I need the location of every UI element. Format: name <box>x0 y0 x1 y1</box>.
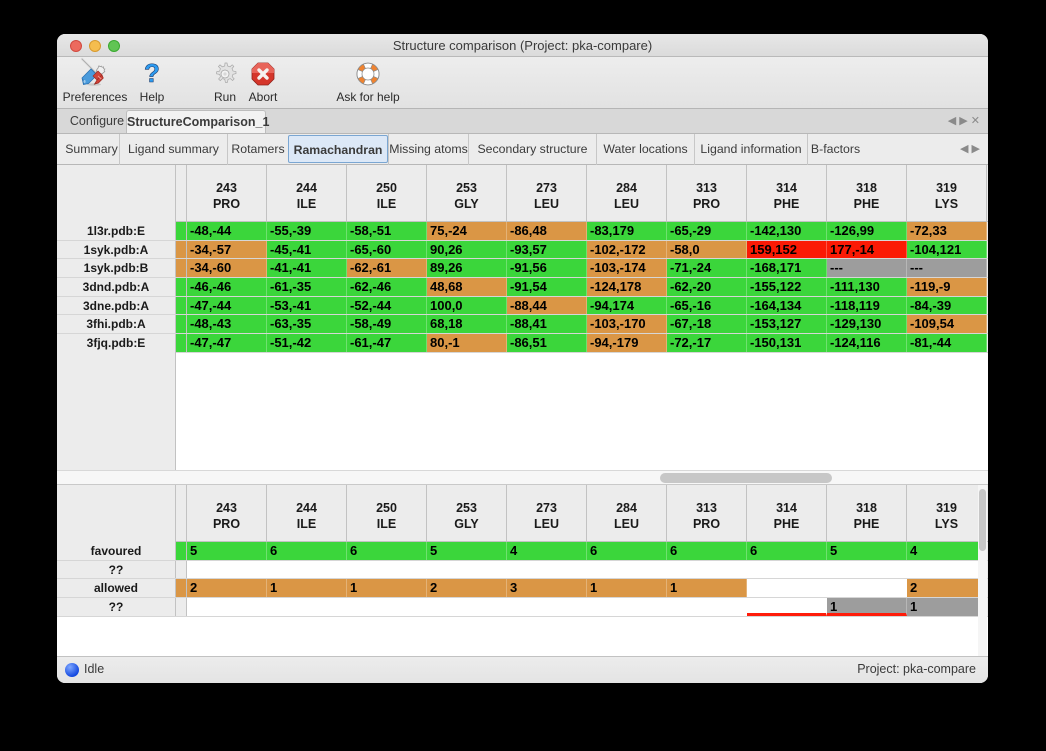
svg-text:?: ? <box>144 60 160 88</box>
